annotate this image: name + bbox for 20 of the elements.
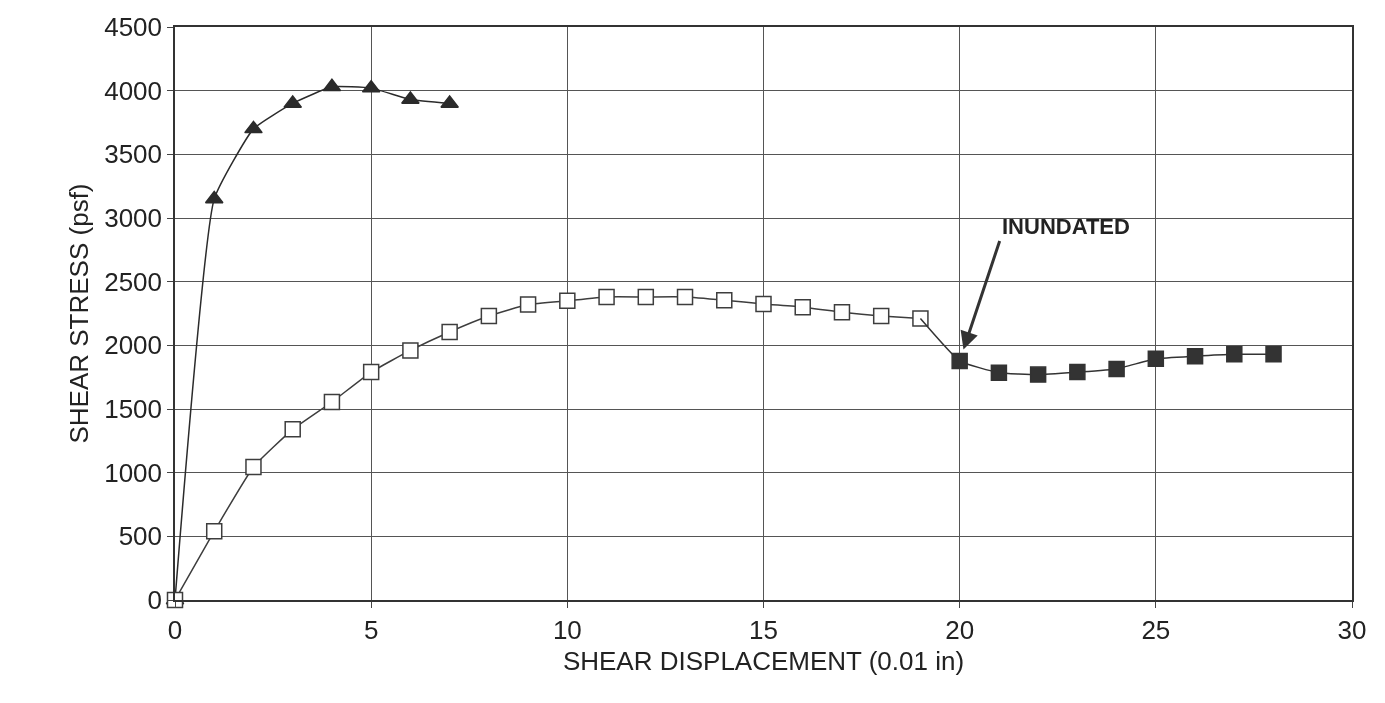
y-axis-title: SHEAR STRESS (psf) (64, 183, 95, 444)
y-tick-label: 500 (118, 521, 163, 552)
x-tick-label: 30 (1337, 614, 1367, 645)
x-tick-label: 5 (363, 614, 379, 645)
y-tick-label: 1500 (104, 394, 163, 425)
y-tick-label: 1000 (104, 457, 163, 488)
x-tick-label: 20 (945, 614, 975, 645)
y-tick-label: 3000 (104, 203, 163, 234)
x-tick-label: 15 (749, 614, 778, 645)
y-tick-label: 3500 (104, 139, 163, 170)
x-tick-label: 10 (552, 614, 582, 645)
annotation: INUNDATED (1002, 214, 1130, 239)
y-tick-label: 4500 (104, 12, 163, 43)
x-tick-label: 25 (1141, 614, 1171, 645)
y-tick-label: 2000 (104, 330, 163, 361)
y-tick-label: 0 (147, 585, 163, 616)
y-tick-label: 2500 (104, 266, 163, 297)
x-tick-label: 0 (167, 614, 183, 645)
x-axis-title: SHEAR DISPLACEMENT (0.01 in) (562, 646, 965, 677)
y-tick-label: 4000 (104, 75, 163, 106)
